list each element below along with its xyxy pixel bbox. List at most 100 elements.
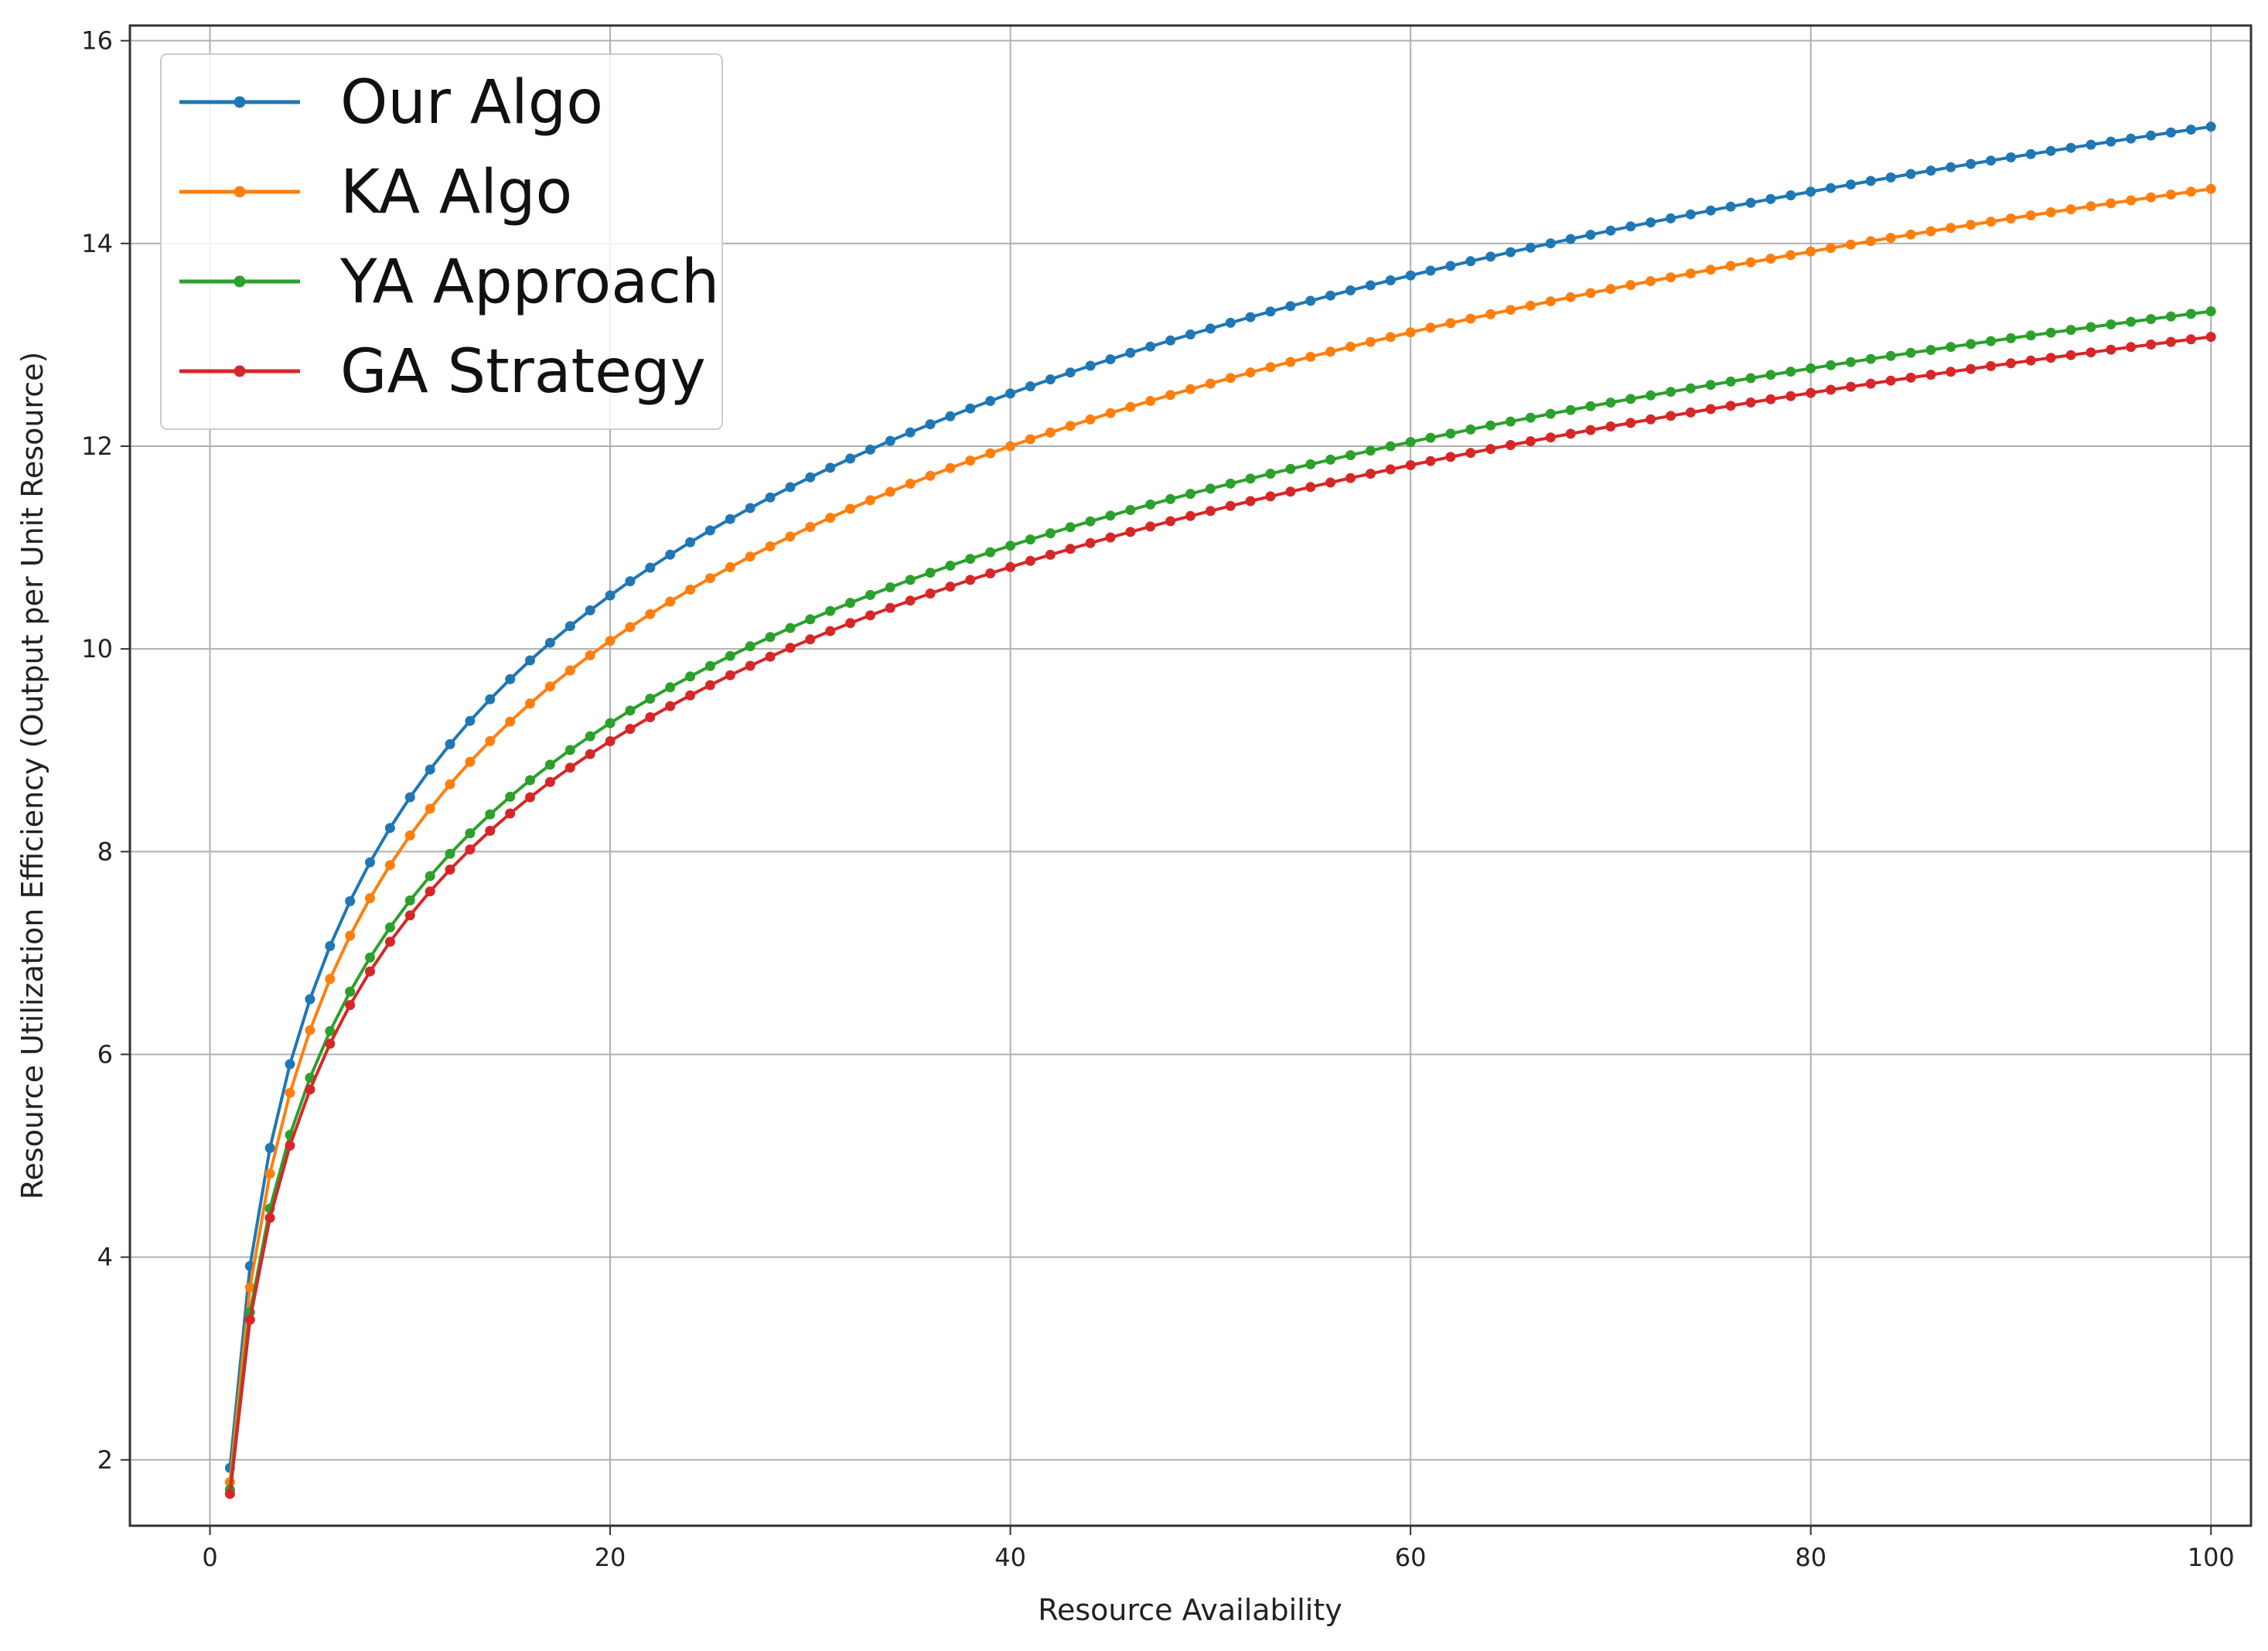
data-point <box>1225 478 1236 489</box>
x-axis-label: Resource Availability <box>1038 1593 1342 1627</box>
data-point <box>2166 336 2176 347</box>
data-point <box>2205 306 2216 317</box>
data-point <box>404 830 415 841</box>
legend-label: Our Algo <box>340 68 603 138</box>
data-point <box>264 1168 275 1179</box>
data-point <box>325 1039 336 1049</box>
data-point <box>1305 459 1316 469</box>
data-point <box>1285 463 1296 474</box>
data-point <box>1465 424 1476 435</box>
data-point <box>1865 378 1876 389</box>
data-point <box>2045 327 2056 338</box>
data-point <box>305 1025 315 1035</box>
x-tick-label: 0 <box>202 1543 217 1572</box>
data-point <box>1225 317 1236 328</box>
data-point <box>2025 355 2036 366</box>
data-point <box>1865 236 1876 247</box>
data-point <box>785 623 796 633</box>
data-point <box>345 895 356 906</box>
data-point <box>1925 370 1936 380</box>
data-point <box>365 857 375 868</box>
data-point <box>1285 301 1296 312</box>
data-point <box>1685 407 1696 418</box>
data-point <box>1225 373 1236 384</box>
data-point <box>365 966 375 977</box>
data-point <box>2065 142 2076 153</box>
data-point <box>1365 445 1376 456</box>
data-point <box>825 605 836 616</box>
data-point <box>1525 242 1536 253</box>
data-point <box>345 930 356 941</box>
data-point <box>465 715 476 726</box>
data-point <box>1705 205 1716 216</box>
data-point <box>1646 217 1656 228</box>
data-point <box>445 865 455 875</box>
legend: Our Algo KA Algo YA Approach GA Strategy <box>160 53 723 430</box>
data-point <box>1565 404 1576 415</box>
data-point <box>1145 499 1156 510</box>
data-point <box>1646 390 1656 401</box>
data-point <box>564 745 575 756</box>
data-point <box>2106 136 2116 147</box>
data-point <box>445 848 455 859</box>
data-point <box>1325 346 1336 357</box>
data-point <box>2185 309 2196 319</box>
data-point <box>564 665 575 676</box>
data-point <box>1506 416 1516 427</box>
data-point <box>1345 450 1356 461</box>
data-point <box>1685 209 1696 220</box>
data-point <box>1506 247 1516 258</box>
data-point <box>1465 313 1476 324</box>
data-point <box>1065 544 1076 554</box>
data-point <box>1265 469 1276 479</box>
data-point <box>645 609 656 619</box>
data-point <box>1986 217 1997 227</box>
data-point <box>1765 394 1776 404</box>
data-point <box>985 396 996 406</box>
data-point <box>1625 280 1636 291</box>
data-point <box>285 1059 295 1069</box>
data-point <box>665 549 676 560</box>
data-point <box>1325 454 1336 465</box>
data-point <box>885 602 895 613</box>
data-point <box>1225 500 1236 511</box>
data-point <box>1365 280 1376 291</box>
legend-swatch-marker <box>234 275 246 288</box>
data-point <box>685 537 696 547</box>
data-point <box>2126 195 2137 206</box>
series-our-algo <box>224 121 2216 1473</box>
data-point <box>704 525 715 536</box>
data-point <box>805 522 816 532</box>
data-point <box>1865 176 1876 186</box>
legend-label: GA Strategy <box>340 337 706 407</box>
data-point <box>1345 285 1356 295</box>
data-point <box>1045 528 1056 539</box>
data-point <box>865 589 875 600</box>
data-point <box>1525 436 1536 447</box>
data-point <box>1565 292 1576 302</box>
data-point <box>1806 363 1816 374</box>
data-point <box>685 671 696 682</box>
data-point <box>845 618 856 629</box>
data-point <box>1946 367 1956 377</box>
data-point <box>1425 432 1436 443</box>
data-point <box>1485 309 1496 319</box>
data-point <box>725 562 735 572</box>
data-point <box>1465 256 1476 267</box>
data-point <box>1405 437 1416 448</box>
data-point <box>1785 190 1796 201</box>
data-point <box>2045 353 2056 363</box>
data-point <box>785 531 796 542</box>
legend-box <box>160 53 723 430</box>
data-point <box>1105 408 1116 418</box>
data-point <box>885 435 895 446</box>
data-point <box>1545 432 1556 443</box>
data-point <box>2185 125 2196 135</box>
data-point <box>1966 220 1976 230</box>
data-point <box>1485 420 1496 431</box>
data-point <box>765 492 776 503</box>
data-point <box>2006 333 2016 343</box>
data-point <box>1305 482 1316 493</box>
data-point <box>1905 347 1916 358</box>
legend-swatch-marker <box>234 96 246 108</box>
